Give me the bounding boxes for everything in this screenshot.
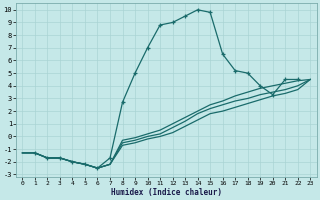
X-axis label: Humidex (Indice chaleur): Humidex (Indice chaleur) xyxy=(111,188,222,197)
